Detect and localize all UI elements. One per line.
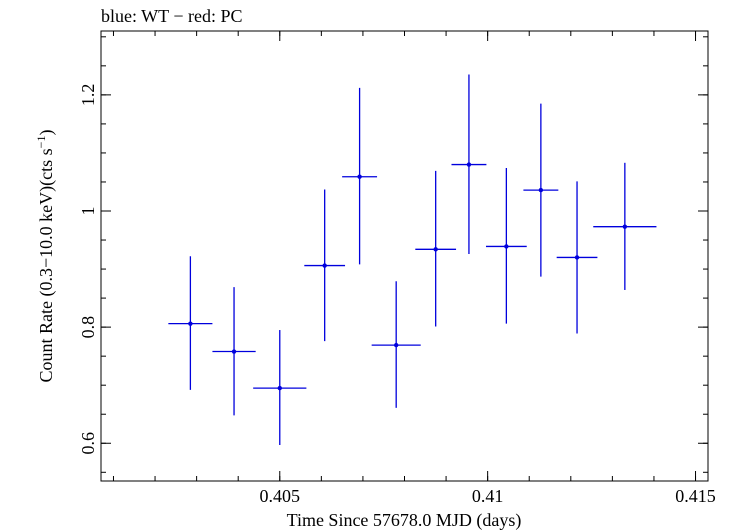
data-point xyxy=(485,168,527,324)
data-point xyxy=(168,256,213,390)
data-point xyxy=(593,162,657,290)
data-marker xyxy=(357,174,362,179)
data-marker xyxy=(231,349,237,354)
x-tick-label: 0.41 xyxy=(472,486,504,506)
data-marker xyxy=(433,247,438,252)
data-point xyxy=(451,74,487,254)
data-point xyxy=(212,287,256,416)
data-point xyxy=(415,170,457,327)
y-tick-label: 0.8 xyxy=(78,316,98,339)
data-marker xyxy=(466,162,472,167)
y-axis-title-sup: −1 xyxy=(34,136,48,149)
chart-header: blue: WT − red: PC xyxy=(101,6,242,26)
axis-ticks xyxy=(101,31,708,481)
data-marks xyxy=(168,74,657,445)
y-axis-title-main: Count Rate (0.3−10.0 keV)(cts s xyxy=(36,148,57,382)
data-marker xyxy=(277,385,282,391)
data-marker xyxy=(393,342,399,348)
data-marker xyxy=(504,244,509,249)
data-marker xyxy=(538,187,544,193)
y-tick-label: 1 xyxy=(78,207,98,216)
data-point xyxy=(556,181,598,334)
y-tick-label: 1.2 xyxy=(78,84,98,107)
y-axis-title-end: ) xyxy=(36,130,57,136)
x-tick-label: 0.405 xyxy=(260,486,301,506)
data-marker xyxy=(622,224,628,229)
data-marker xyxy=(322,263,327,268)
x-axis-title: Time Since 57678.0 MJD (days) xyxy=(287,510,522,531)
data-point xyxy=(523,103,559,277)
data-point xyxy=(342,87,378,265)
tick-labels: 0.405 0.41 0.415 0.6 0.8 1 1.2 xyxy=(78,84,716,506)
data-marker xyxy=(188,321,193,326)
data-marker xyxy=(574,255,580,260)
data-point xyxy=(304,189,346,342)
data-point xyxy=(253,330,307,445)
data-point xyxy=(371,281,421,408)
y-axis-title: Count Rate (0.3−10.0 keV)(cts s−1) xyxy=(34,130,57,383)
x-tick-label: 0.415 xyxy=(675,486,716,506)
plot-frame xyxy=(100,30,709,482)
y-tick-label: 0.6 xyxy=(78,432,98,455)
